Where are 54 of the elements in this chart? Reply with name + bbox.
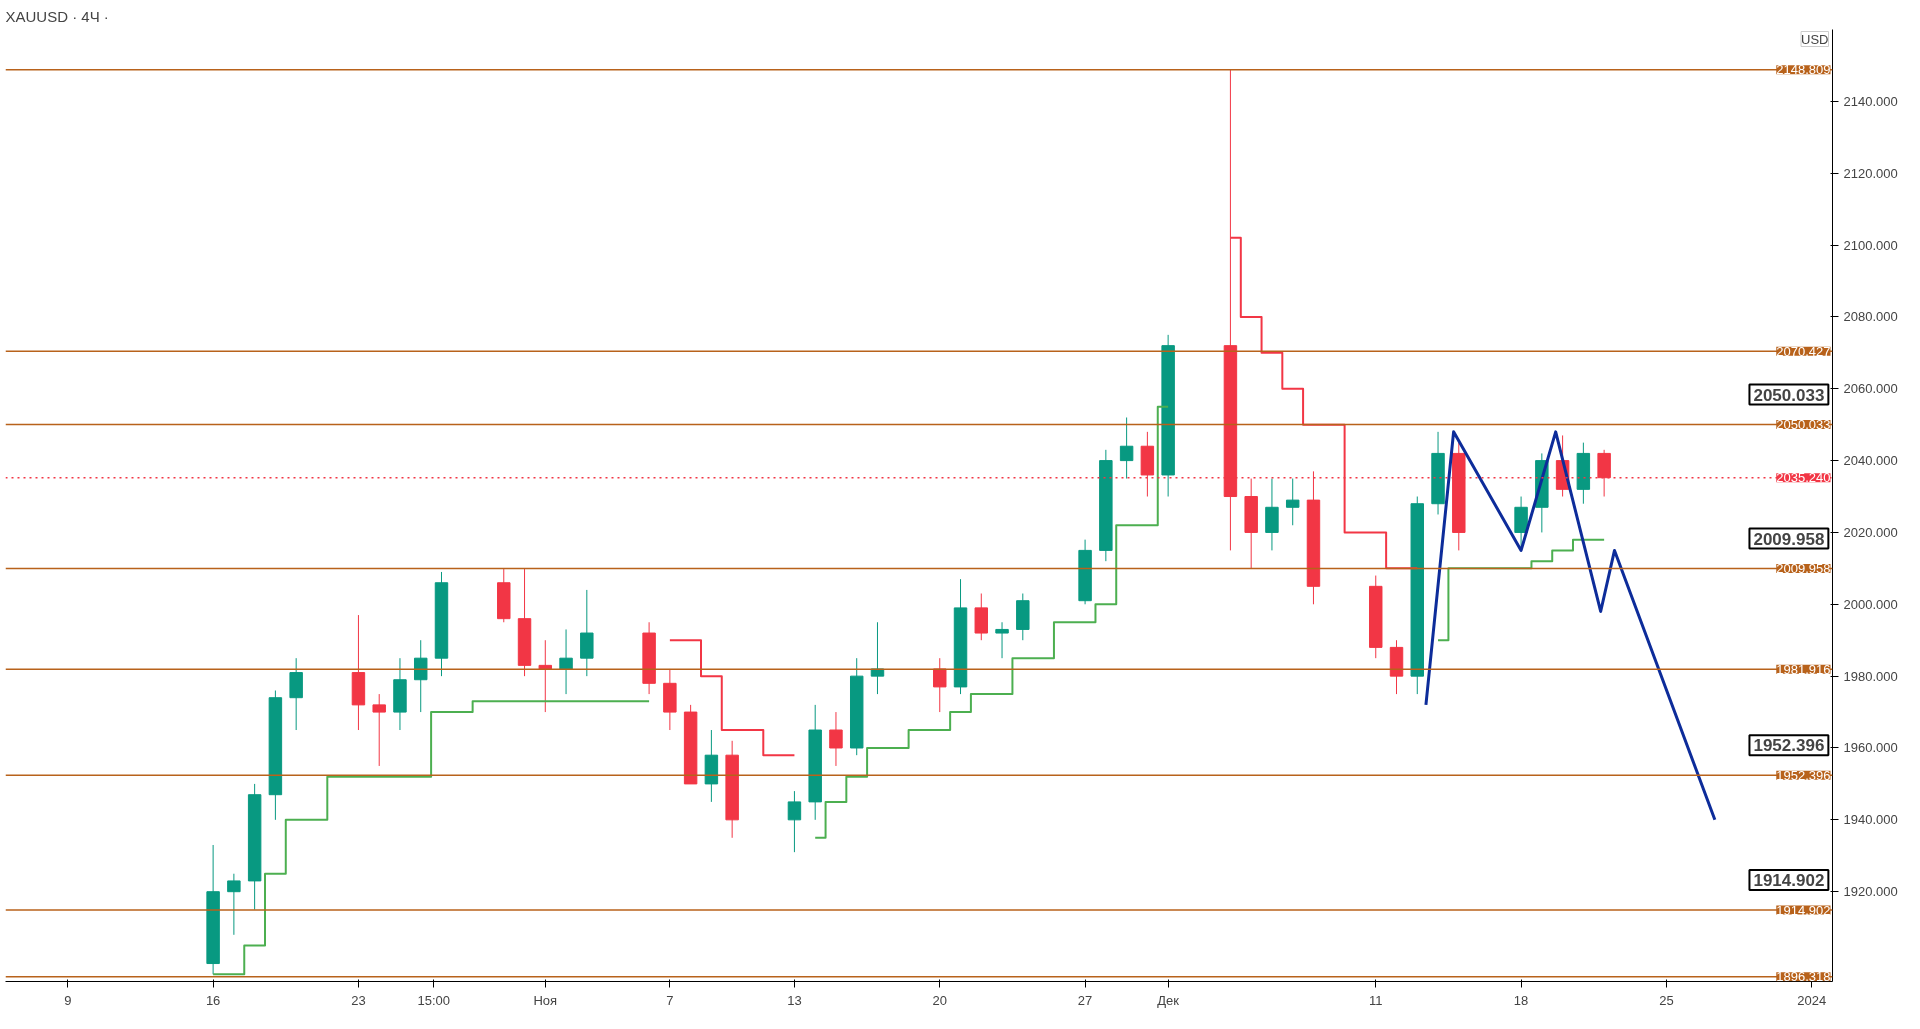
candlestick [829,711,843,767]
ref-line-label: 2070.427 [1776,343,1831,359]
y-tick-label: 1940.000 [1843,812,1898,828]
ref-line-label: 2050.033 [1776,417,1831,433]
candlestick [933,657,947,713]
x-tick-label: Ноя [533,992,558,1008]
y-tick-label: 2060.000 [1843,381,1898,397]
y-tick-label: 2140.000 [1843,93,1898,109]
line-series [1424,430,1717,822]
candlestick [372,693,386,767]
annotation: USD [1801,31,1829,47]
y-tick-label: 1980.000 [1843,668,1898,684]
y-tick-label: 1960.000 [1843,740,1898,756]
ref-line-label: 2009.958 [1776,561,1831,577]
x-tick-label: 15:00 [417,992,450,1008]
ref-line-label: 1896.318 [1776,969,1831,985]
candlestick [1119,416,1134,480]
x-tick-label: 18 [1513,992,1529,1008]
candlestick [870,621,885,695]
x-tick-label: 20 [932,992,947,1008]
ref-line-label: 1914.902 [1776,902,1831,918]
y-tick-label: 2120.000 [1843,165,1898,181]
x-tick-label: 11 [1369,992,1383,1008]
annotation: 1952.396 [1753,736,1825,756]
x-tick-label: 16 [205,992,221,1008]
candlestick [995,621,1009,659]
candlestick [787,790,802,853]
candlestick [559,628,573,695]
candlestick [227,873,241,936]
ref-line-label: 2148.809 [1776,62,1831,78]
candlestick [1285,478,1300,526]
x-tick-label: 13 [787,992,802,1008]
candlestick [414,639,428,713]
y-tick-label: 2020.000 [1843,524,1898,540]
y-tick-label: 2000.000 [1843,596,1898,612]
ref-line-label: 1952.396 [1776,767,1831,783]
x-tick-label: Дек [1157,992,1180,1008]
y-tick-label: 2040.000 [1843,453,1898,469]
annotation: 2009.958 [1753,529,1825,549]
ref-line-label: 1981.916 [1776,661,1831,677]
x-tick-label: 27 [1077,992,1093,1008]
x-tick-label: 9 [64,992,72,1008]
y-tick-label: 2100.000 [1843,237,1898,253]
annotation: 2050.033 [1753,385,1825,405]
x-tick-label: 25 [1659,992,1674,1008]
annotation: 1914.902 [1753,871,1825,890]
ref-line-label: 2035.240 [1776,470,1831,486]
x-tick-label: 7 [666,992,674,1008]
y-tick-label: 1920.000 [1843,884,1898,900]
x-tick-label: 23 [351,992,366,1008]
chart-title: XAUUSD · 4Ч · [5,7,109,25]
y-tick-label: 2080.000 [1843,309,1898,325]
x-tick-label: 2024 [1797,992,1827,1008]
candlestick [538,639,553,713]
